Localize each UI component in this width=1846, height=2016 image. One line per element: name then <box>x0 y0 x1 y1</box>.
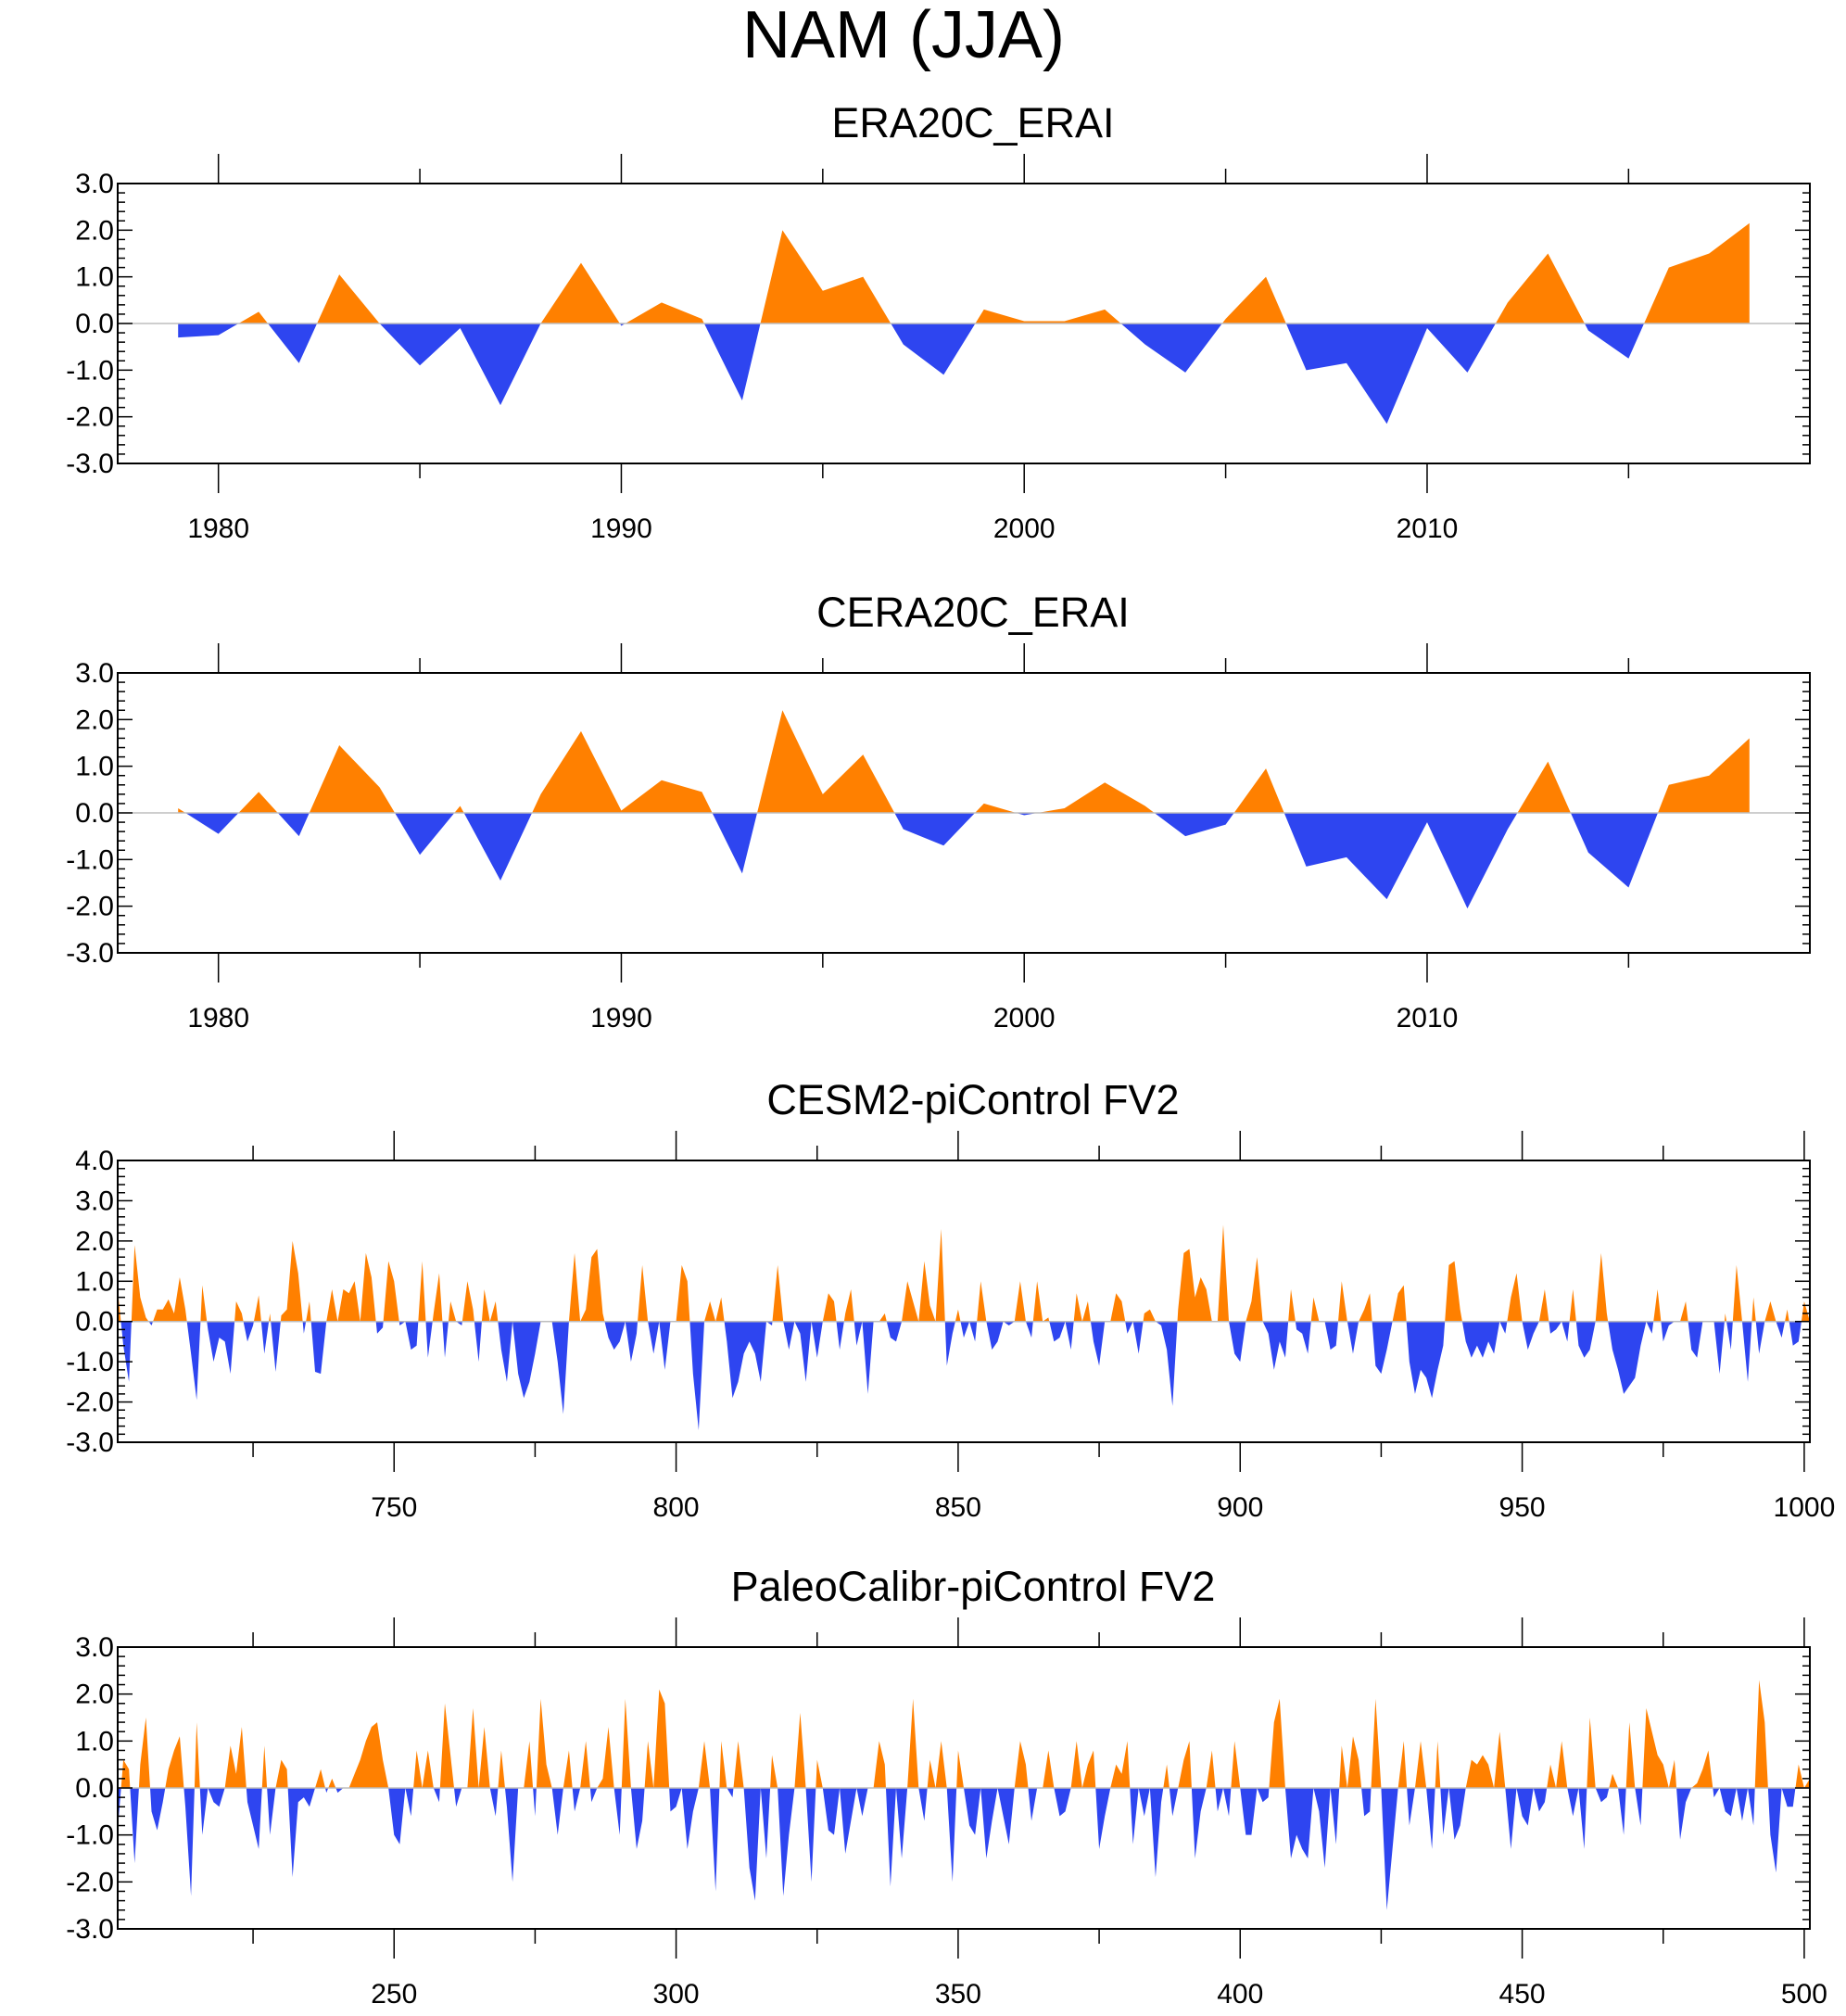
x-axis: 250 300 350 400 450 500 <box>252 1617 1827 2010</box>
positive-area <box>118 1680 1810 1788</box>
x-tick-label: 850 <box>935 1492 981 1523</box>
y-tick-label: -2.0 <box>66 892 114 922</box>
x-tick-label: 1000 <box>1774 1492 1836 1523</box>
y-tick-label: 0.0 <box>75 798 114 829</box>
x-tick-label: 450 <box>1499 1979 1546 2010</box>
panel-title: PaleoCalibr-piControl FV2 <box>731 1563 1216 1610</box>
y-tick-label: -2.0 <box>66 402 114 433</box>
negative-area <box>178 323 1750 425</box>
y-tick-label: 2.0 <box>75 215 114 246</box>
x-tick-label: 1990 <box>590 1003 652 1033</box>
x-tick-label: 250 <box>371 1979 417 2010</box>
y-tick-label: 1.0 <box>75 262 114 293</box>
y-tick-label: 1.0 <box>75 752 114 782</box>
series-fills <box>178 222 1750 425</box>
y-tick-label: 0.0 <box>75 1773 114 1804</box>
x-tick-label: 2010 <box>1397 514 1459 544</box>
y-tick-label: 3.0 <box>75 1632 114 1663</box>
y-tick-label: -2.0 <box>66 1867 114 1897</box>
y-tick-label: 0.0 <box>75 309 114 339</box>
x-tick-label: 2010 <box>1397 1003 1459 1033</box>
x-tick-label: 950 <box>1499 1492 1546 1523</box>
y-tick-label: 4.0 <box>75 1146 114 1176</box>
x-tick-label: 350 <box>935 1979 981 2010</box>
y-tick-label: -1.0 <box>66 1820 114 1851</box>
negative-area <box>118 1788 1810 1910</box>
plot-frame <box>117 1160 1811 1443</box>
y-tick-label: 2.0 <box>75 1226 114 1257</box>
chart-panel-3: 4.0 3.0 2.0 1.0 0.0 -1.0 -2.0 -3.0 750 800 850 900 9… <box>66 1076 1836 1523</box>
x-tick-label: 400 <box>1217 1979 1263 2010</box>
chart-panel-4: 3.0 2.0 1.0 0.0 -1.0 -2.0 -3.0 250 300 350 400 450 5… <box>66 1563 1827 2010</box>
series-fills <box>178 710 1750 909</box>
chart-panel-2: 3.0 2.0 1.0 0.0 -1.0 -2.0 -3.0 1980 1990 2000 2010… <box>66 589 1811 1033</box>
chart-panel-1: 3.0 2.0 1.0 0.0 -1.0 -2.0 -3.0 1980 1990 2000 2010… <box>66 99 1811 544</box>
y-tick-label: -1.0 <box>66 844 114 875</box>
x-axis: 1980 1990 2000 2010 <box>187 643 1630 1033</box>
x-tick-label: 300 <box>653 1979 700 2010</box>
x-tick-label: 2000 <box>993 514 1056 544</box>
series-fills <box>118 1680 1810 1910</box>
y-axis: 4.0 3.0 2.0 1.0 0.0 -1.0 -2.0 -3.0 <box>66 1146 1810 1458</box>
y-tick-label: -3.0 <box>66 449 114 479</box>
y-tick-label: -1.0 <box>66 1347 114 1377</box>
positive-area <box>178 222 1750 323</box>
y-tick-label: -3.0 <box>66 938 114 969</box>
y-tick-label: -3.0 <box>66 1427 114 1458</box>
y-tick-label: 2.0 <box>75 704 114 735</box>
series-fills <box>118 1224 1810 1430</box>
panel-title: ERA20C_ERAI <box>831 99 1114 146</box>
y-axis: 3.0 2.0 1.0 0.0 -1.0 -2.0 -3.0 <box>66 658 1810 969</box>
panel-title: CERA20C_ERAI <box>816 589 1130 636</box>
y-tick-label: 3.0 <box>75 1186 114 1216</box>
x-axis: 1980 1990 2000 2010 <box>187 154 1630 544</box>
x-tick-label: 1990 <box>590 514 652 544</box>
y-tick-label: -2.0 <box>66 1388 114 1418</box>
x-tick-label: 1980 <box>187 1003 249 1033</box>
x-tick-label: 500 <box>1781 1979 1827 2010</box>
y-tick-label: -1.0 <box>66 355 114 386</box>
y-tick-label: 1.0 <box>75 1266 114 1297</box>
x-tick-label: 750 <box>371 1492 417 1523</box>
negative-area <box>118 1321 1810 1430</box>
x-tick-label: 800 <box>653 1492 700 1523</box>
x-tick-label: 900 <box>1217 1492 1263 1523</box>
y-tick-label: -3.0 <box>66 1914 114 1945</box>
x-tick-label: 1980 <box>187 514 249 544</box>
y-tick-label: 3.0 <box>75 658 114 689</box>
chart-panels: 3.0 2.0 1.0 0.0 -1.0 -2.0 -3.0 1980 1990 2000 2010… <box>66 99 1836 2010</box>
negative-area <box>178 813 1750 909</box>
x-tick-label: 2000 <box>993 1003 1056 1033</box>
y-tick-label: 1.0 <box>75 1726 114 1756</box>
y-tick-label: 2.0 <box>75 1680 114 1710</box>
y-axis: 3.0 2.0 1.0 0.0 -1.0 -2.0 -3.0 <box>66 1632 1810 1945</box>
positive-area <box>118 1224 1810 1322</box>
figure-title: NAM (JJA) <box>742 0 1065 72</box>
panel-title: CESM2-piControl FV2 <box>766 1076 1179 1123</box>
y-axis: 3.0 2.0 1.0 0.0 -1.0 -2.0 -3.0 <box>66 169 1810 479</box>
x-axis: 750 800 850 900 950 1000 <box>252 1131 1836 1523</box>
positive-area <box>178 710 1750 813</box>
y-tick-label: 0.0 <box>75 1307 114 1338</box>
y-tick-label: 3.0 <box>75 169 114 199</box>
